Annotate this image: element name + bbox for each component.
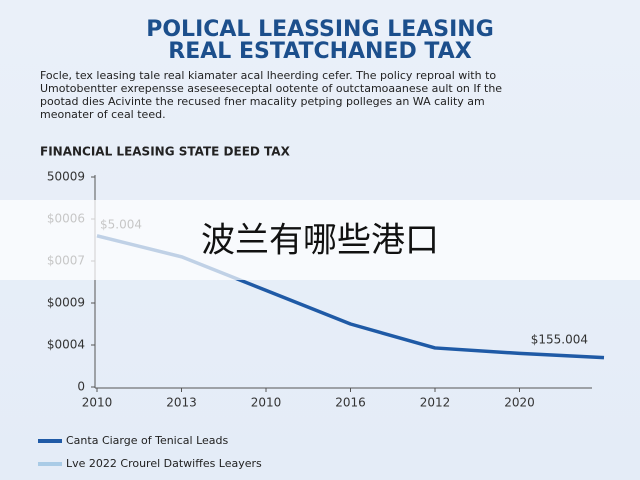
x-tick-label: 2010 <box>82 396 113 410</box>
x-tick-label: 2016 <box>335 396 366 410</box>
y-tick-label: 50009 <box>47 170 85 184</box>
legend-label: Lve 2022 Crourel Datwiffes Leayers <box>66 457 262 470</box>
overlay-banner <box>0 200 640 280</box>
chart-title: FINANCIAL LEASING STATE DEED TAX <box>40 145 291 159</box>
x-tick-label: 2013 <box>166 396 197 410</box>
overlay-text: 波兰有哪些港口 <box>201 221 439 261</box>
title-line: POLICAL LEASSING LEASING <box>146 17 494 42</box>
description-line: Umotobentter exrepensse aseseeseceptal o… <box>40 82 502 95</box>
x-tick-label: 2012 <box>420 396 451 410</box>
title-line: REAL ESTATCHANED TAX <box>168 39 471 64</box>
description-line: pootad dies Acivinte the recused fner ma… <box>40 95 485 108</box>
y-tick-label: $0004 <box>47 338 85 352</box>
legend-label: Canta Ciarge of Tenical Leads <box>66 434 229 447</box>
annotation: $155.004 <box>531 333 588 347</box>
description-line: meonater of ceal teed. <box>40 108 166 121</box>
y-tick-label: 0 <box>77 380 85 394</box>
y-tick-label: $0009 <box>47 296 85 310</box>
x-tick-label: 2020 <box>504 396 535 410</box>
x-tick-label: 2010 <box>251 396 282 410</box>
description-line: Focle, tex leasing tale real kiamater ac… <box>40 69 496 82</box>
